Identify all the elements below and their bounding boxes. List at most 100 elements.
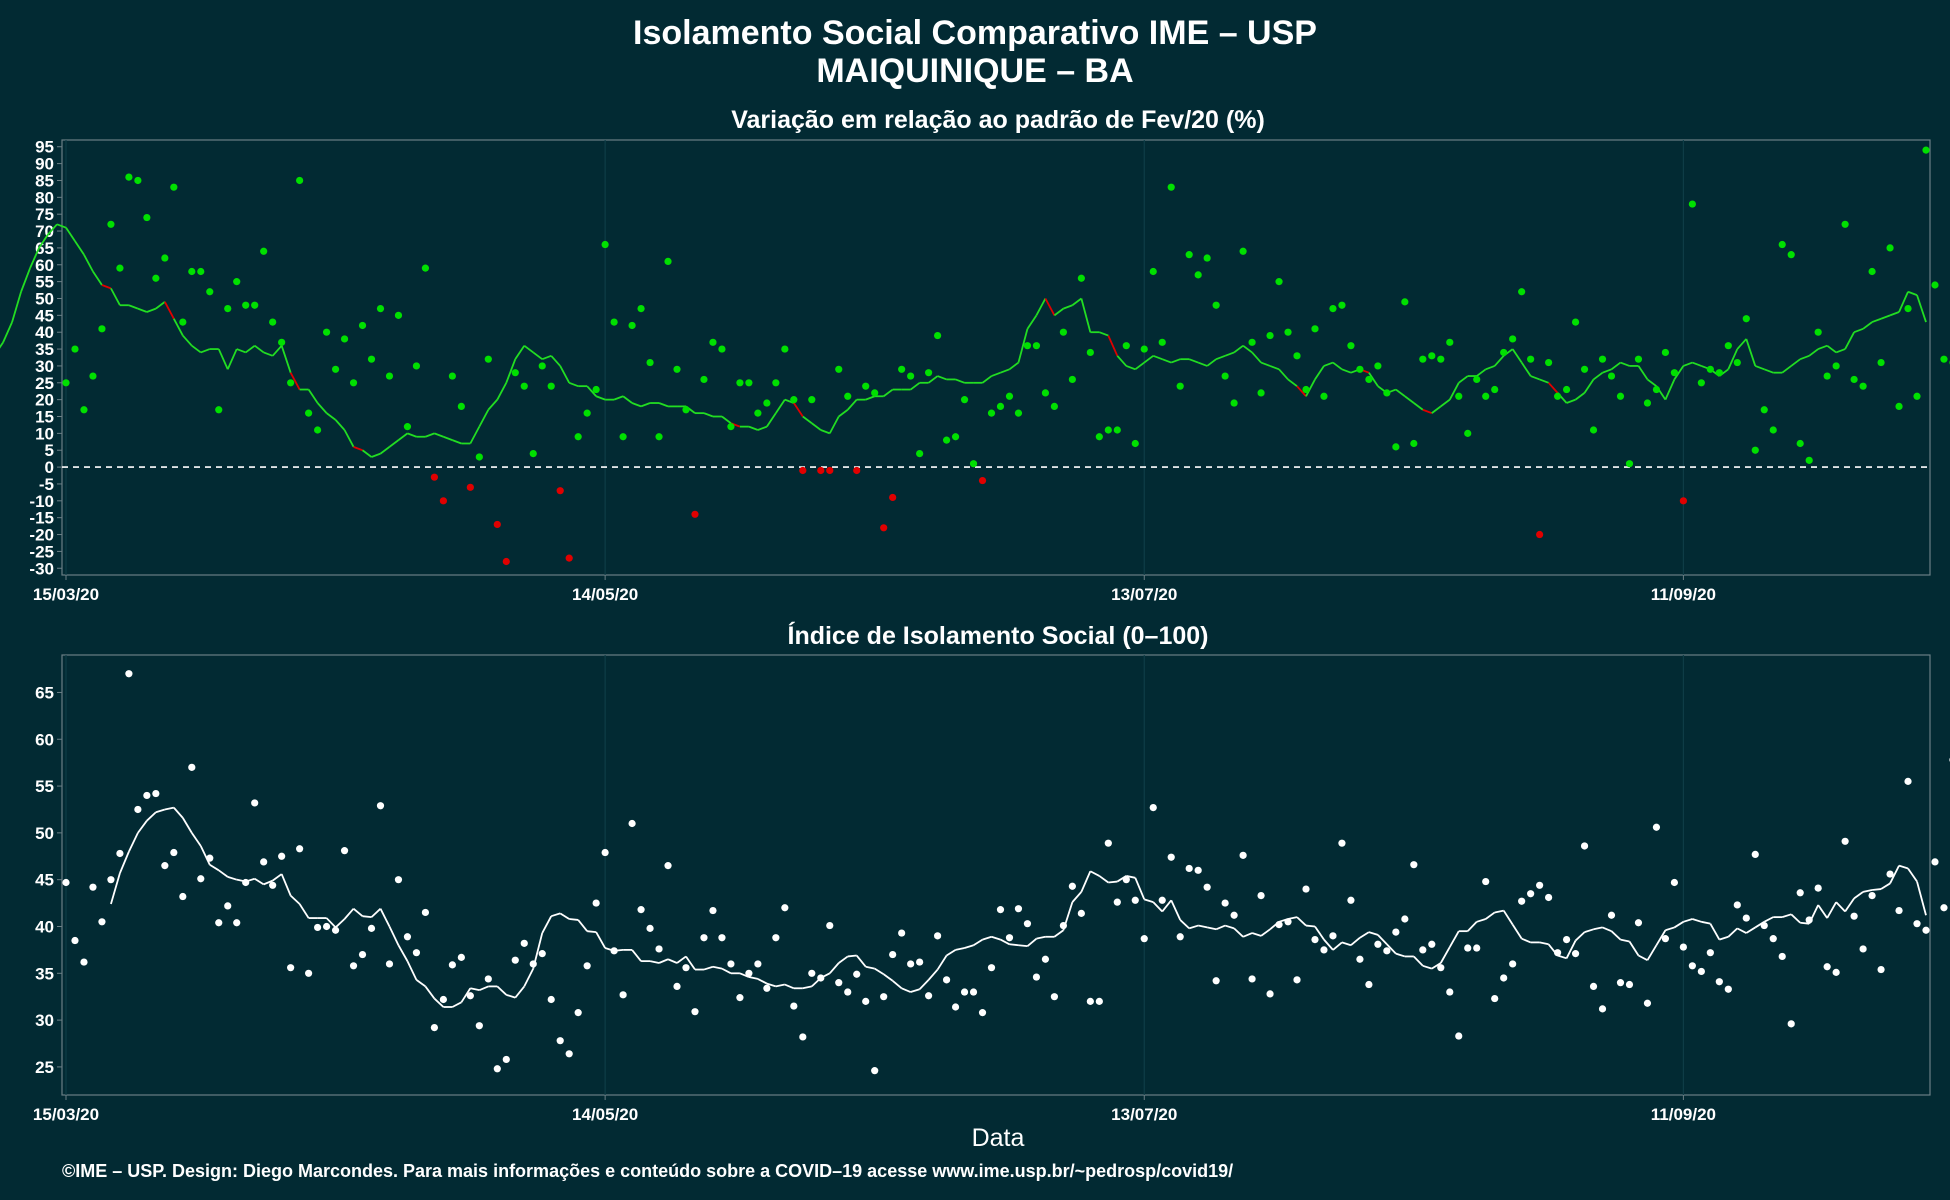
data-point [1338,839,1346,847]
rolling-mean-segment [1251,932,1262,937]
rolling-mean-segment [1817,344,1828,350]
rolling-mean-segment [200,348,211,354]
data-point [673,982,681,991]
data-point [1805,456,1813,464]
data-point [619,991,627,999]
data-point [583,962,591,970]
data-point [1131,439,1139,448]
rolling-mean-segment [793,402,804,418]
rolling-mean-segment [1862,321,1873,330]
rolling-mean-segment [1053,307,1064,317]
data-point [1553,392,1562,400]
data-point [1329,305,1337,313]
rolling-mean-segment [1683,361,1693,367]
rolling-mean-segment [1692,918,1702,923]
data-point [628,321,636,330]
data-point [951,1003,960,1011]
rolling-mean-segment [667,958,678,964]
data-point [1113,426,1121,434]
data-point [1697,967,1705,976]
data-point [331,926,340,934]
data-point [1607,911,1616,919]
rolling-mean-segment [1557,954,1567,960]
y-tick-label: 85 [35,171,54,190]
data-point [754,409,762,417]
rolling-mean-segment [811,422,822,431]
data-point [1149,803,1157,812]
rolling-mean-segment [703,965,714,971]
rolling-mean-segment [1719,935,1729,941]
rolling-mean-segment [263,879,274,886]
data-point [170,183,178,191]
rolling-mean-segment [56,223,67,229]
rolling-mean-segment [478,409,490,428]
rolling-mean-segment [829,962,840,974]
rolling-mean-segment [1916,881,1927,916]
data-point [1014,409,1023,417]
data-point [1221,372,1229,380]
y-tick-label: 95 [35,138,54,157]
rolling-mean-segment [424,985,436,1000]
rolling-mean-segment [1566,398,1576,404]
rolling-mean-segment [1844,897,1855,913]
data-point [1473,944,1481,952]
rolling-mean-segment [658,402,669,408]
data-point [376,305,385,313]
data-point [1500,974,1508,982]
data-point [736,379,744,387]
rolling-mean-segment [1547,382,1559,394]
rolling-mean-segment [217,348,229,370]
rolling-mean-segment [1835,901,1846,913]
data-point [808,969,816,977]
rolling-mean-segment [1628,940,1640,956]
data-point [1742,914,1750,922]
rolling-mean-segment [1134,877,1146,900]
data-point [1410,861,1418,869]
rolling-mean-segment [1206,358,1217,367]
data-point [1482,877,1490,886]
data-point [1203,883,1211,891]
data-point [871,1067,879,1075]
rolling-mean-segment [514,985,525,999]
rolling-mean-segment [1448,382,1460,401]
data-point [385,372,394,380]
data-point [1562,935,1571,944]
data-point [340,335,349,343]
rolling-mean-segment [1745,338,1757,367]
data-point [1697,379,1705,387]
rolling-mean-segment [1727,348,1739,370]
rolling-mean-segment [1395,952,1406,958]
data-point [1077,909,1085,917]
data-point [1419,946,1427,954]
data-point [233,919,241,927]
rolling-mean-segment [1440,398,1451,408]
rolling-mean-segment [1511,348,1523,364]
rolling-mean-segment [1701,920,1711,925]
rolling-mean-segment [1170,899,1182,921]
data-point [1491,994,1499,1003]
rolling-mean-segment [1431,405,1442,414]
rolling-mean-segment [65,227,76,242]
data-point [1823,963,1831,971]
data-point [853,970,861,978]
data-point [1589,426,1598,434]
x-tick-label: 13/07/20 [1111,585,1177,604]
data-point [448,961,456,969]
data-point [1284,918,1292,926]
rolling-mean-segment [1161,358,1172,364]
data-point [287,379,295,387]
data-point [89,883,97,891]
data-point [134,176,142,185]
data-point [1329,932,1337,940]
rolling-mean-segment [1278,368,1289,381]
data-point [242,878,250,887]
data-point [1446,988,1454,996]
data-point [475,453,483,461]
data-point [898,929,906,937]
data-point [1922,146,1930,154]
data-point [1904,777,1912,785]
rolling-mean-segment [1170,358,1181,364]
y-tick-label: 10 [35,424,54,443]
data-point [89,372,97,380]
rolling-mean-segment [981,375,993,384]
